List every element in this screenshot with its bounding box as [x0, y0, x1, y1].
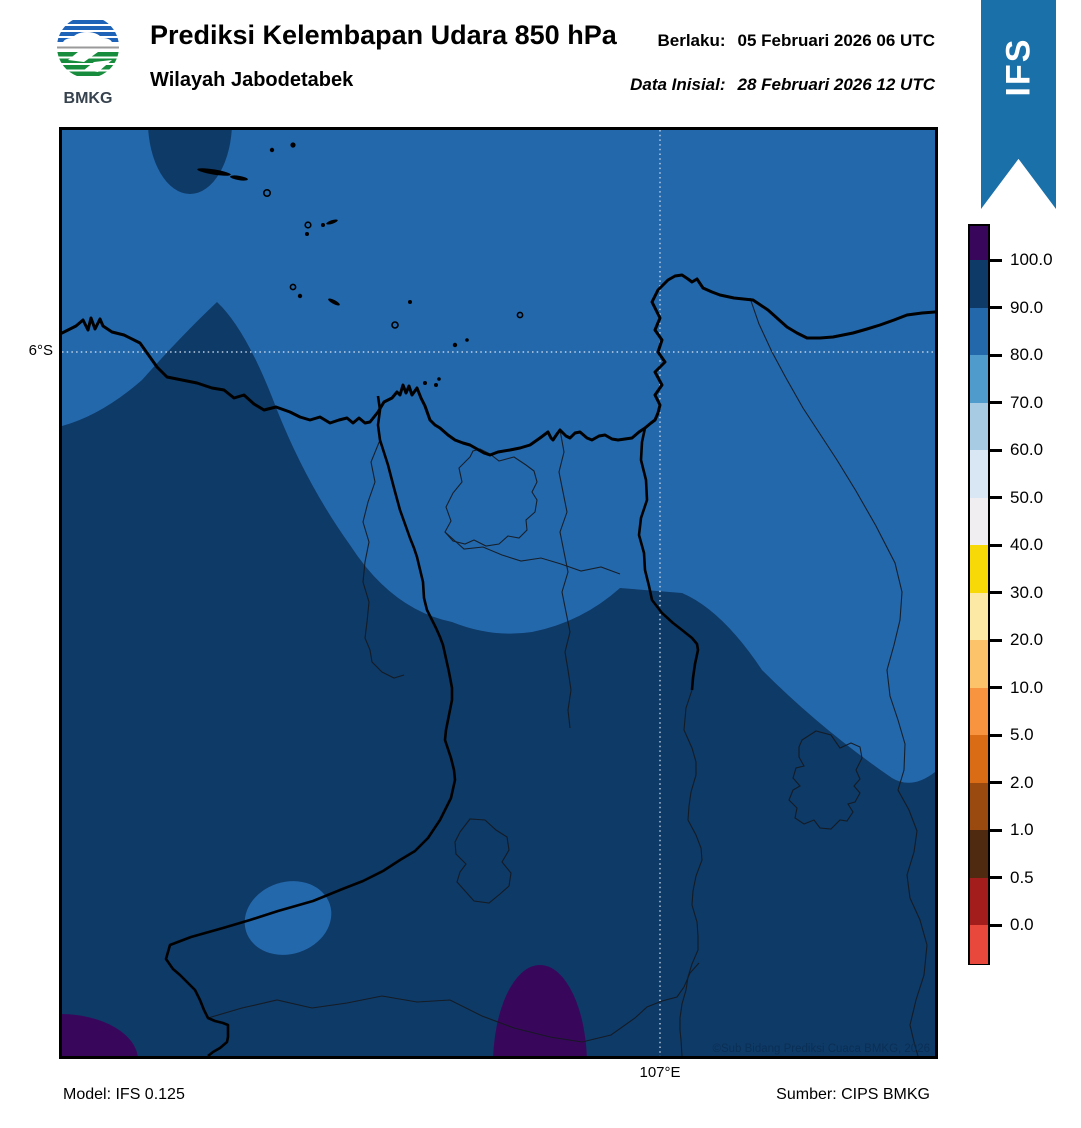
colorbar-tick	[990, 448, 1002, 452]
humidity-above-100-corner-blob	[62, 1014, 138, 1056]
region-subtitle: Wilayah Jabodetabek	[150, 69, 354, 91]
colorbar-segment	[970, 592, 988, 640]
colorbar-segment	[970, 687, 988, 735]
colorbar-tick	[990, 876, 1002, 879]
province-boundaries	[164, 395, 700, 1056]
colorbar-segment	[970, 450, 988, 498]
colorbar-tick-label: 10.0	[1010, 677, 1044, 697]
colorbar-segment	[970, 640, 988, 688]
initial-time: Data Inisial: 28 Februari 2026 12 UTC	[630, 75, 935, 95]
humidity-90-100-region	[62, 302, 935, 1056]
humidity-90-100-top-lobe	[148, 130, 232, 194]
colorbar-segment	[970, 226, 988, 260]
colorbar-segment	[970, 877, 988, 925]
colorbar-tick	[990, 923, 1002, 927]
colorbar-tick	[990, 781, 1002, 784]
colorbar-tick-label: 100.0	[1010, 250, 1053, 269]
bmkg-logo-text: BMKG	[64, 90, 113, 106]
colorbar: 100.0 90.0 80.0 70.0 60.0 50.0 40.0 30.0 20.0 10.…	[968, 224, 1080, 969]
humidity-above-100-center-blob	[493, 965, 587, 1056]
colorbar-segment	[970, 307, 988, 355]
colorbar-tick-label: 90.0	[1010, 297, 1044, 317]
footer-model-text: Model: IFS 0.125	[63, 1086, 185, 1103]
colorbar-segment	[970, 497, 988, 545]
colorbar-tick	[990, 543, 1002, 547]
colorbar-tick-label: 2.0	[1010, 772, 1034, 792]
footer-source-text: Sumber: CIPS BMKG	[776, 1086, 930, 1103]
valid-time: Berlaku: 05 Februari 2026 06 UTC	[657, 31, 935, 51]
bmkg-logo: BMKG	[54, 14, 122, 107]
graticule	[62, 130, 935, 1056]
bmkg-logo-icon: BMKG	[57, 16, 119, 107]
map-frame: ©Sub Bidang Prediksi Cuaca BMKG, 2026	[59, 127, 938, 1059]
colorbar-tick	[990, 496, 1002, 499]
colorbar-tick	[990, 828, 1002, 832]
colorbar-tick	[990, 733, 1002, 737]
initial-time-label: Data Inisial:	[630, 75, 726, 94]
colorbar-tick-label: 50.0	[1010, 487, 1044, 507]
colorbar-tick-label: 5.0	[1010, 725, 1034, 744]
colorbar-tick-label: 0.0	[1010, 915, 1034, 934]
coastline	[62, 273, 935, 457]
colorbar-segment	[970, 260, 988, 308]
colorbar-segment	[970, 545, 988, 593]
ifs-ribbon-label: IFS	[999, 37, 1037, 97]
humidity-80-90-ellipse	[244, 881, 332, 955]
initial-time-value: 28 Februari 2026 12 UTC	[737, 75, 935, 94]
colorbar-tick-label: 1.0	[1010, 820, 1034, 839]
colorbar-tick-label: 70.0	[1010, 392, 1044, 412]
page-title: Prediksi Kelembapan Udara 850 hPa	[150, 20, 617, 50]
colorbar-tick	[990, 638, 1002, 642]
valid-time-value: 05 Februari 2026 06 UTC	[737, 31, 935, 50]
islands	[197, 142, 524, 387]
colorbar-tick-label: 20.0	[1010, 630, 1044, 649]
ifs-ribbon: IFS	[981, 0, 1056, 209]
colorbar-segment	[970, 830, 988, 878]
colorbar-segment	[970, 355, 988, 403]
colorbar-tick-label: 80.0	[1010, 345, 1044, 364]
colorbar-segment	[970, 782, 988, 830]
admin-boundaries	[207, 297, 928, 1056]
colorbar-segment	[970, 402, 988, 450]
colorbar-tick	[990, 258, 1002, 262]
colorbar-tick-label: 60.0	[1010, 440, 1044, 459]
colorbar-tick-label: 40.0	[1010, 535, 1044, 554]
colorbar-tick	[990, 591, 1002, 594]
valid-time-label: Berlaku:	[657, 31, 726, 50]
colorbar-tick-label: 30.0	[1010, 582, 1044, 602]
lon-axis-label: 107°E	[639, 1064, 681, 1081]
lat-axis-label: 6°S	[28, 342, 53, 359]
colorbar-segment	[970, 925, 988, 964]
colorbar-tick	[990, 306, 1002, 309]
humidity-map: ©Sub Bidang Prediksi Cuaca BMKG, 2026	[62, 130, 935, 1056]
colorbar-segment	[970, 735, 988, 783]
map-copyright: ©Sub Bidang Prediksi Cuaca BMKG, 2026	[712, 1043, 930, 1055]
colorbar-tick-label: 0.5	[1010, 867, 1034, 887]
colorbar-tick	[990, 353, 1002, 357]
colorbar-tick	[990, 401, 1002, 404]
colorbar-bar	[968, 224, 990, 965]
colorbar-tick	[990, 686, 1002, 689]
